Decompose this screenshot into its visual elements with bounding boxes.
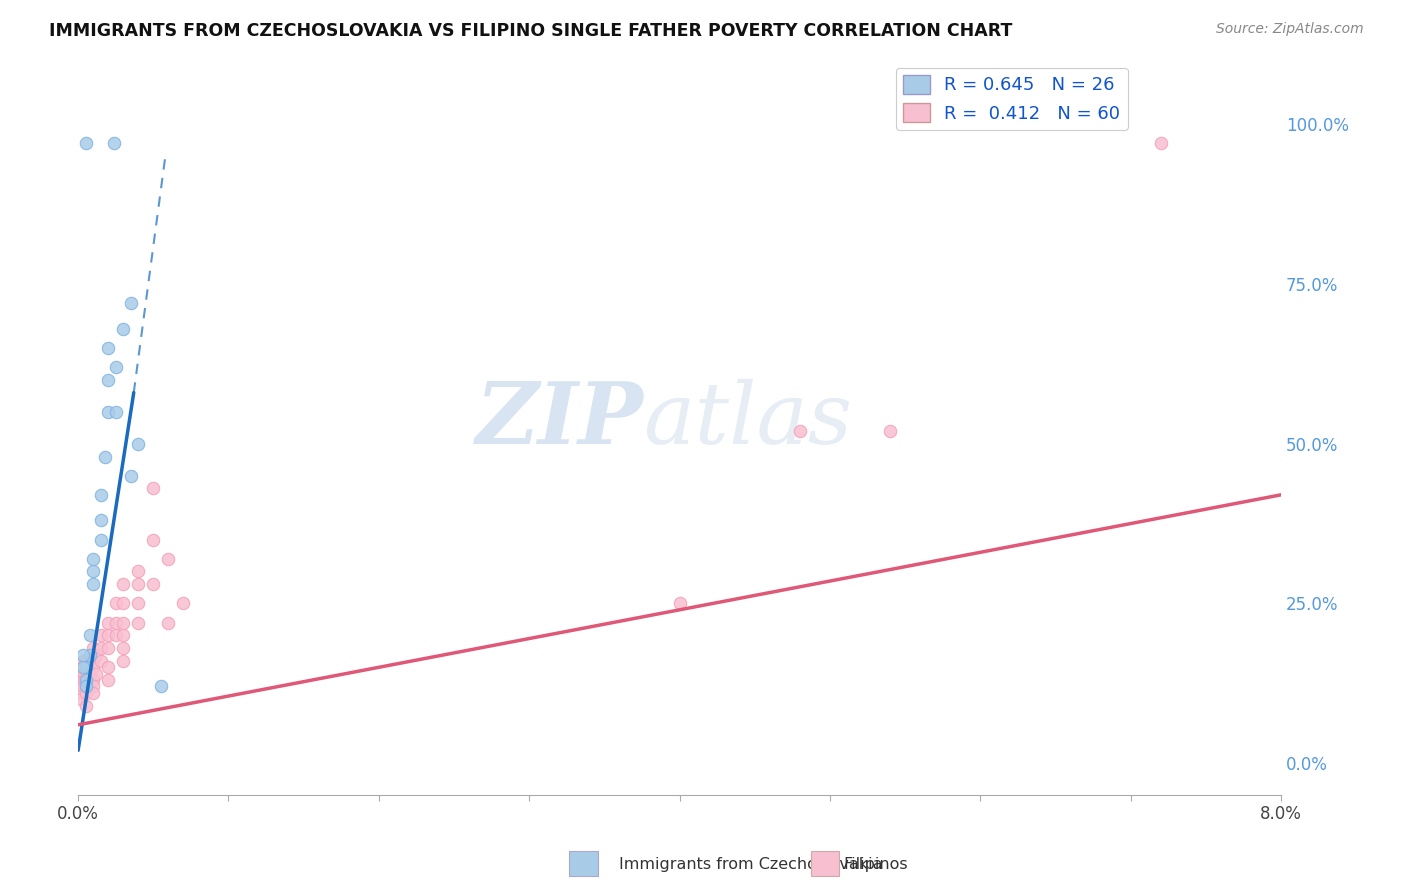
Point: [142, 533, 165, 547]
Point: [73, 660, 96, 674]
Point: [97, 615, 120, 630]
Point: [82, 660, 104, 674]
Point: [76, 680, 98, 694]
Point: [90, 513, 112, 527]
Text: Source: ZipAtlas.com: Source: ZipAtlas.com: [1216, 22, 1364, 37]
Point: [75, 136, 97, 151]
Point: [789, 424, 811, 438]
Point: [112, 322, 135, 336]
Point: [90, 641, 112, 656]
Point: [104, 405, 127, 419]
Point: [112, 654, 135, 668]
Point: [103, 136, 125, 151]
Point: [104, 628, 127, 642]
Point: [127, 565, 149, 579]
Point: [97, 641, 120, 656]
Point: [72, 680, 94, 694]
Point: [82, 641, 104, 656]
Point: [97, 660, 120, 674]
Point: [70, 686, 93, 700]
Point: [112, 596, 135, 610]
Point: [82, 577, 104, 591]
Point: [75, 686, 97, 700]
Point: [75, 680, 97, 694]
Point: [127, 615, 149, 630]
Point: [84, 648, 107, 662]
Point: [90, 533, 112, 547]
Point: [82, 654, 104, 668]
Point: [75, 660, 97, 674]
Text: Filipinos: Filipinos: [844, 857, 908, 872]
Point: [72, 648, 94, 662]
Point: [112, 628, 135, 642]
Point: [73, 666, 96, 681]
Point: [157, 551, 180, 566]
Text: ZIP: ZIP: [475, 378, 644, 461]
Point: [120, 468, 142, 483]
Point: [72, 666, 94, 681]
Point: [90, 628, 112, 642]
Legend: R = 0.645   N = 26, R =  0.412   N = 60: R = 0.645 N = 26, R = 0.412 N = 60: [896, 68, 1128, 130]
Point: [82, 686, 104, 700]
Text: atlas: atlas: [644, 378, 852, 461]
Point: [79, 648, 101, 662]
Point: [75, 654, 97, 668]
Point: [127, 436, 149, 450]
Point: [127, 577, 149, 591]
Point: [668, 596, 690, 610]
Point: [97, 628, 120, 642]
Point: [76, 666, 98, 681]
Text: Immigrants from Czechoslovakia: Immigrants from Czechoslovakia: [619, 857, 882, 872]
Point: [82, 565, 104, 579]
Text: IMMIGRANTS FROM CZECHOSLOVAKIA VS FILIPINO SINGLE FATHER POVERTY CORRELATION CHA: IMMIGRANTS FROM CZECHOSLOVAKIA VS FILIPI…: [49, 22, 1012, 40]
Point: [104, 596, 127, 610]
Point: [84, 666, 107, 681]
Point: [157, 615, 180, 630]
Point: [120, 296, 142, 310]
Point: [104, 360, 127, 375]
Point: [76, 673, 98, 687]
Point: [149, 680, 172, 694]
Point: [75, 673, 97, 687]
Point: [75, 680, 97, 694]
Point: [1150, 136, 1173, 151]
Point: [72, 660, 94, 674]
Point: [82, 680, 104, 694]
Point: [94, 450, 117, 464]
Point: [112, 577, 135, 591]
Point: [879, 424, 901, 438]
Point: [70, 692, 93, 706]
Point: [97, 373, 120, 387]
Point: [104, 615, 127, 630]
Point: [90, 488, 112, 502]
Point: [97, 341, 120, 355]
Point: [72, 654, 94, 668]
Point: [79, 654, 101, 668]
Point: [112, 641, 135, 656]
Point: [82, 551, 104, 566]
Point: [75, 698, 97, 713]
Point: [90, 654, 112, 668]
Point: [75, 673, 97, 687]
Point: [112, 615, 135, 630]
Point: [79, 666, 101, 681]
Point: [142, 577, 165, 591]
Point: [142, 482, 165, 496]
Point: [75, 660, 97, 674]
Point: [172, 596, 194, 610]
Point: [70, 660, 93, 674]
Point: [70, 673, 93, 687]
Point: [97, 405, 120, 419]
Point: [82, 673, 104, 687]
Point: [127, 596, 149, 610]
Point: [79, 628, 101, 642]
Point: [73, 673, 96, 687]
Point: [97, 673, 120, 687]
